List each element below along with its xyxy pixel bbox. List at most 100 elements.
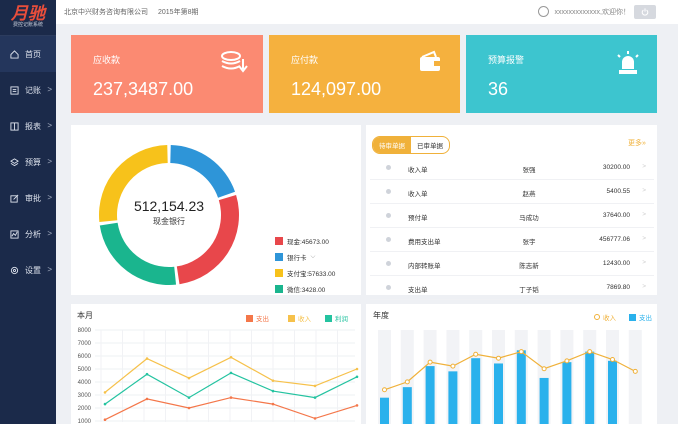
donut-slice[interactable] <box>170 145 236 198</box>
logout-button[interactable] <box>634 5 656 19</box>
nav-item-bookkeeping[interactable]: 记账 > <box>0 72 56 108</box>
expense-bar[interactable] <box>448 371 458 424</box>
document-row[interactable]: 内部转账单 陈志新 12430.00 > <box>370 252 654 276</box>
legend-expense: 支出 <box>246 313 269 323</box>
nav-item-reports[interactable]: 报表 > <box>0 108 56 144</box>
documents-tabs: 待审单据 已审单据 <box>372 136 450 154</box>
legend-item-bank-card[interactable]: 银行卡 ⌵ <box>275 249 335 265</box>
nav-label-bookkeeping: 记账 <box>25 85 41 95</box>
more-link[interactable]: 更多» <box>628 138 646 148</box>
data-point <box>496 355 501 361</box>
chevron-down-icon: ⌵ <box>310 253 316 260</box>
data-point <box>518 349 524 355</box>
series-line <box>104 396 358 421</box>
expense-bar[interactable] <box>402 387 412 424</box>
company-name: 北京中兴财务咨询有限公司 <box>64 9 148 16</box>
document-amount: 456777.06 <box>599 236 630 243</box>
data-point <box>355 367 359 371</box>
data-point <box>382 387 387 393</box>
document-type: 收入单 <box>408 191 428 198</box>
donut-center: 512,154.23 现金银行 <box>111 198 227 227</box>
logo-subtitle: 费控记账系统 <box>12 22 43 28</box>
chevron-right-icon: > <box>642 259 646 266</box>
data-point <box>229 371 233 375</box>
document-type: 支出单 <box>408 287 428 294</box>
document-type: 收入单 <box>408 167 428 174</box>
coin-stack-icon <box>221 51 248 73</box>
document-row[interactable]: 收入单 赵燕 5400.55 > <box>370 180 654 204</box>
tab-approved[interactable]: 已审单据 <box>417 143 443 150</box>
nav-label-home: 首页 <box>25 49 41 59</box>
expense-bar[interactable] <box>494 363 503 424</box>
data-point <box>229 396 233 399</box>
chevron-right-icon: > <box>47 229 52 238</box>
avatar-icon <box>537 6 549 17</box>
expense-bar[interactable] <box>585 351 595 424</box>
report-icon <box>10 121 19 131</box>
expense-bar[interactable] <box>539 377 549 424</box>
nav-item-analysis[interactable]: 分析 > <box>0 216 56 252</box>
document-row[interactable]: 支出单 丁子韬 7869.80 > <box>370 276 654 300</box>
nav-item-budget[interactable]: 预算 > <box>0 144 56 180</box>
year-bar-chart <box>378 330 642 424</box>
chevron-right-icon: > <box>642 211 646 218</box>
legend-item-cash: 现金:45673.00 <box>275 233 335 249</box>
y-tick-label: 4000 <box>78 380 92 386</box>
nav-item-approval[interactable]: 审批 > <box>0 180 56 216</box>
donut-slice[interactable] <box>176 195 239 285</box>
status-dot <box>386 213 391 218</box>
expense-bar[interactable] <box>380 397 389 424</box>
card-value: 36 <box>488 79 509 99</box>
legend-label: 支出 <box>256 316 269 323</box>
expense-bar[interactable] <box>425 366 435 424</box>
data-point <box>103 402 107 406</box>
expense-bar[interactable] <box>608 360 617 424</box>
payable-card[interactable]: 应付款 124,097.00 <box>269 35 460 113</box>
bar-background <box>628 330 642 424</box>
status-dot <box>386 261 391 266</box>
expense-bar[interactable] <box>471 358 481 424</box>
data-point <box>313 384 317 388</box>
ledger-icon <box>10 85 19 95</box>
tab-pending[interactable]: 待审单据 <box>373 137 411 153</box>
donut-slice[interactable] <box>99 145 168 223</box>
card-title: 预算报警 <box>488 55 525 65</box>
nav-item-settings[interactable]: 设置 > <box>0 252 56 288</box>
swatch <box>275 237 283 245</box>
chevron-right-icon: > <box>642 235 646 242</box>
chevron-right-icon: > <box>47 121 52 130</box>
document-row[interactable]: 费用支出单 张宇 456777.06 > <box>370 228 654 252</box>
logo: 月驰 费控记账系统 <box>0 0 56 36</box>
double-chevron-icon: » <box>642 140 646 147</box>
legend-label: 收入 <box>603 315 616 322</box>
legend-label: 银行卡 <box>287 255 307 262</box>
logo-mark: 月驰 <box>11 4 45 23</box>
document-amount: 12430.00 <box>602 260 630 267</box>
series-line <box>104 372 358 405</box>
expense-bar[interactable] <box>516 350 526 424</box>
user-greeting[interactable]: xxxxxxxxxxxxx,欢迎你！ <box>537 6 630 17</box>
document-amount: 30200.00 <box>602 164 630 171</box>
data-point <box>355 404 359 407</box>
receivable-card[interactable]: 应收款 237,3487.00 <box>71 35 263 113</box>
legend-label: 现金:45673.00 <box>287 239 329 246</box>
card-value: 124,097.00 <box>291 79 382 99</box>
nav-item-home[interactable]: 首页 <box>0 36 56 72</box>
data-point <box>450 363 456 369</box>
card-title: 应收款 <box>93 55 121 65</box>
income-line <box>384 350 636 391</box>
data-point <box>564 358 570 364</box>
budget-alert-card[interactable]: 预算报警 36 <box>466 35 657 113</box>
wallet-icon <box>420 50 441 71</box>
data-point <box>271 402 275 406</box>
expense-bar[interactable] <box>562 362 572 424</box>
data-point <box>610 357 615 363</box>
document-row[interactable]: 预付单 马成功 37640.00 > <box>370 204 654 228</box>
data-point <box>541 366 547 372</box>
donut-slice[interactable] <box>99 222 177 285</box>
legend-profit: 利润 <box>325 313 348 323</box>
document-row[interactable]: 收入单 张强 30200.00 > <box>370 156 654 180</box>
series-line <box>104 356 358 393</box>
alarm-light-icon <box>617 51 639 74</box>
chevron-right-icon: > <box>642 283 646 290</box>
